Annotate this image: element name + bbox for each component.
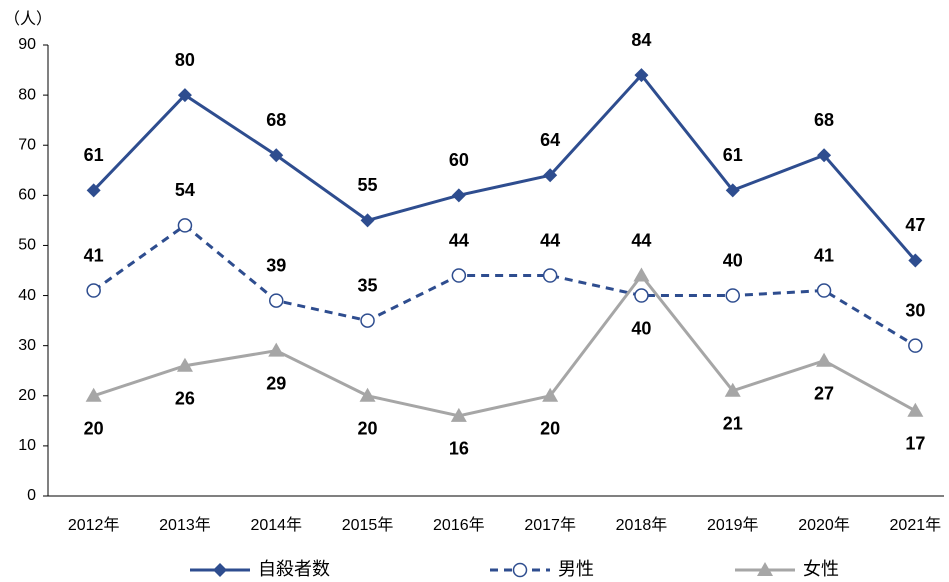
data-label: 68: [814, 110, 834, 130]
data-label: 21: [723, 414, 743, 434]
x-tick-label: 2020年: [798, 516, 850, 534]
data-label: 40: [631, 318, 651, 338]
marker: [450, 407, 467, 422]
marker: [269, 293, 284, 308]
data-label: 20: [540, 419, 560, 439]
marker: [817, 148, 832, 163]
marker: [634, 288, 649, 303]
y-tick-label: 70: [18, 136, 36, 153]
data-label: 60: [449, 150, 469, 170]
x-tick-label: 2014年: [250, 516, 302, 534]
data-label: 64: [540, 130, 560, 150]
series-line: [93, 273, 917, 418]
y-tick-label: 30: [18, 337, 36, 354]
marker: [177, 218, 193, 233]
data-label: 44: [540, 230, 560, 250]
marker: [725, 183, 740, 198]
marker: [269, 148, 284, 163]
marker: [359, 387, 376, 402]
x-tick-label: 2021年: [890, 516, 942, 534]
marker: [451, 268, 467, 283]
data-label: 20: [84, 419, 104, 439]
data-label: 47: [905, 215, 925, 235]
data-label: 54: [175, 180, 195, 200]
x-tick-label: 2013年: [159, 516, 211, 534]
y-tick-label: 50: [18, 237, 36, 254]
data-label: 41: [814, 245, 834, 265]
legend-label: 女性: [803, 559, 839, 579]
data-label: 68: [266, 110, 286, 130]
marker: [86, 283, 101, 298]
marker: [86, 183, 101, 198]
y-axis-label: （人）: [4, 10, 52, 28]
marker: [268, 342, 285, 357]
x-tick-label: 2018年: [616, 516, 668, 534]
data-label: 55: [358, 175, 378, 195]
legend-marker: [512, 562, 528, 578]
data-label: 80: [175, 50, 195, 70]
legend-label: 自殺者数: [258, 559, 330, 579]
marker: [543, 168, 558, 183]
y-tick-label: 60: [18, 187, 36, 204]
legend-marker: [213, 563, 227, 577]
data-label: 29: [266, 373, 286, 393]
marker: [816, 283, 832, 298]
marker: [908, 338, 923, 353]
y-tick-label: 90: [18, 36, 36, 53]
data-label: 16: [449, 439, 469, 459]
x-tick-label: 2017年: [524, 516, 576, 534]
y-tick-label: 10: [18, 437, 36, 454]
x-tick-label: 2016年: [433, 516, 485, 534]
marker: [542, 387, 559, 402]
data-label: 44: [449, 230, 469, 250]
data-label: 61: [723, 145, 743, 165]
marker: [907, 402, 924, 417]
data-label: 61: [84, 145, 104, 165]
marker: [177, 88, 192, 103]
x-tick-label: 2015年: [342, 516, 394, 534]
marker: [85, 387, 102, 402]
data-label: 41: [84, 245, 104, 265]
data-label: 30: [905, 300, 925, 320]
data-label: 35: [358, 275, 378, 295]
y-tick-label: 20: [18, 387, 36, 404]
marker: [542, 268, 558, 283]
data-label: 17: [905, 434, 925, 454]
marker: [724, 382, 741, 397]
y-tick-label: 80: [18, 86, 36, 103]
marker: [816, 352, 833, 367]
series-line: [92, 223, 917, 347]
data-label: 40: [723, 250, 743, 270]
x-tick-label: 2019年: [707, 516, 759, 534]
legend-marker: [757, 562, 773, 576]
marker: [725, 288, 740, 303]
marker: [908, 253, 923, 268]
marker: [634, 68, 649, 83]
series-line: [92, 72, 917, 262]
legend-label: 男性: [558, 559, 594, 579]
marker: [360, 313, 375, 328]
data-label: 27: [814, 383, 834, 403]
data-label: 20: [358, 419, 378, 439]
data-label: 39: [266, 255, 286, 275]
marker: [633, 267, 650, 282]
marker: [176, 357, 193, 372]
marker: [360, 213, 375, 228]
data-label: 84: [631, 30, 651, 50]
y-tick-label: 0: [27, 487, 36, 504]
data-label: 44: [631, 230, 651, 250]
y-tick-label: 40: [18, 287, 36, 304]
x-tick-label: 2012年: [68, 516, 120, 534]
data-label: 26: [175, 388, 195, 408]
marker: [451, 188, 466, 203]
